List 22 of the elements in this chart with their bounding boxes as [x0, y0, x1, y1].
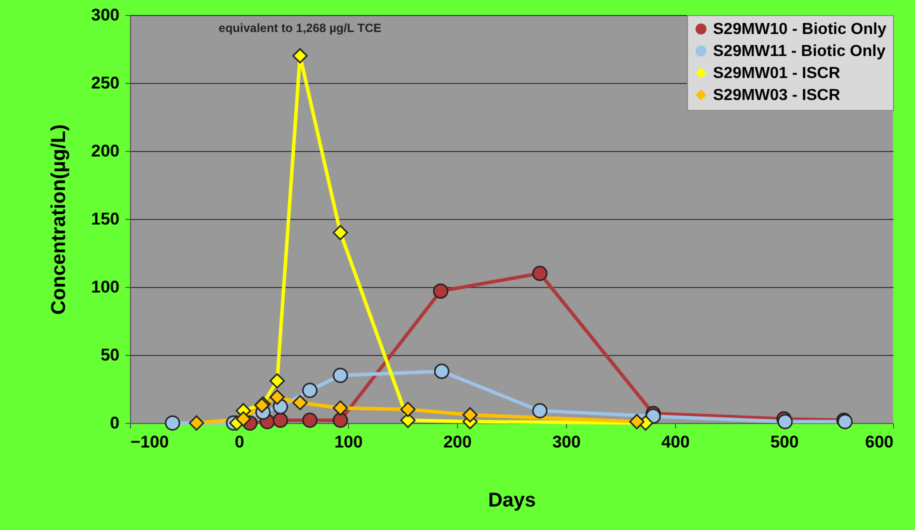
y-tick-label: 100 — [91, 278, 120, 296]
y-tick-label: 300 — [91, 6, 120, 24]
x-tick-label: 600 — [865, 432, 894, 452]
x-tick-label: −100 — [130, 432, 169, 452]
y-tick-label: 50 — [100, 346, 120, 364]
y-tick-label: 250 — [91, 74, 120, 92]
legend-label: S29MW10 - Biotic Only — [713, 21, 886, 38]
y-tick-label: 0 — [110, 414, 120, 432]
y-axis-title: Concentration(µg/L) — [48, 124, 70, 315]
legend-label: S29MW03 - ISCR — [713, 87, 841, 104]
y-tick-label: 200 — [91, 142, 120, 160]
x-tick-label: 100 — [334, 432, 363, 452]
x-tick-label: 200 — [443, 432, 472, 452]
annotation: equivalent to 1,268 µg/L TCE — [218, 20, 382, 35]
legend-label: S29MW01 - ISCR — [713, 65, 841, 82]
x-tick-label: 400 — [661, 432, 690, 452]
x-tick-label: 500 — [770, 432, 799, 452]
x-axis-title: Days — [488, 490, 536, 512]
y-tick-label: 150 — [91, 210, 120, 228]
x-tick-label: 300 — [552, 432, 581, 452]
x-tick-label: 0 — [234, 432, 244, 452]
legend-label: S29MW11 - Biotic Only — [713, 43, 886, 60]
